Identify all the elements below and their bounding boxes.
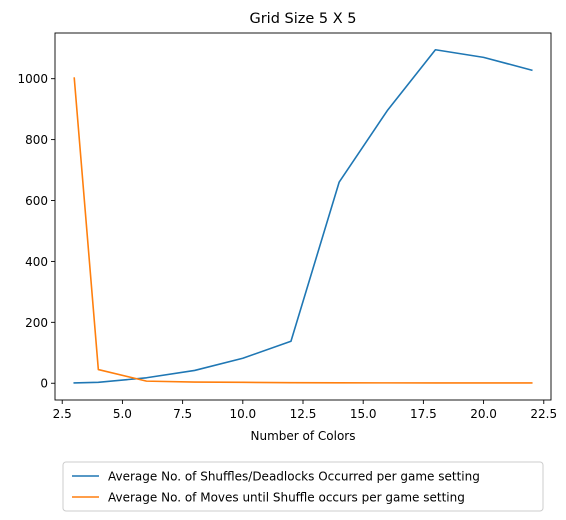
- legend-label-1: Average No. of Shuffles/Deadlocks Occurr…: [108, 470, 480, 484]
- x-tick-label: 7.5: [173, 407, 192, 421]
- legend-box: [62, 461, 544, 512]
- x-axis-label: Number of Colors: [251, 429, 356, 443]
- legend-label-2: Average No. of Moves until Shuffle occur…: [108, 491, 465, 505]
- x-tick-label: 22.5: [530, 407, 557, 421]
- series-layer: [73, 48, 533, 384]
- y-tick-label: 400: [25, 255, 48, 269]
- x-tick-label: 15.0: [350, 407, 377, 421]
- series-line-1: [73, 48, 533, 384]
- axes-layer: 2.5 5.0 7.5 10.0 12.5 15.0 17.5 20.0 22.5 0 200 400…: [17, 32, 557, 421]
- y-tick-label: 1000: [17, 72, 48, 86]
- legend: Average No. of Shuffles/Deadlocks Occurr…: [62, 461, 544, 512]
- plot-frame: [54, 32, 552, 401]
- x-tick-label: 12.5: [290, 407, 317, 421]
- x-tick-label: 5.0: [113, 407, 132, 421]
- y-tick-label: 200: [25, 316, 48, 330]
- chart-title: Grid Size 5 X 5: [249, 11, 356, 27]
- x-tick-label: 20.0: [470, 407, 497, 421]
- y-tick-label: 600: [25, 194, 48, 208]
- x-tick-label: 10.0: [229, 407, 256, 421]
- x-tick-label: 2.5: [53, 407, 72, 421]
- y-tick-label: 0: [40, 377, 48, 391]
- y-tick-label: 800: [25, 133, 48, 147]
- series-line-2: [73, 77, 533, 384]
- x-tick-label: 17.5: [410, 407, 437, 421]
